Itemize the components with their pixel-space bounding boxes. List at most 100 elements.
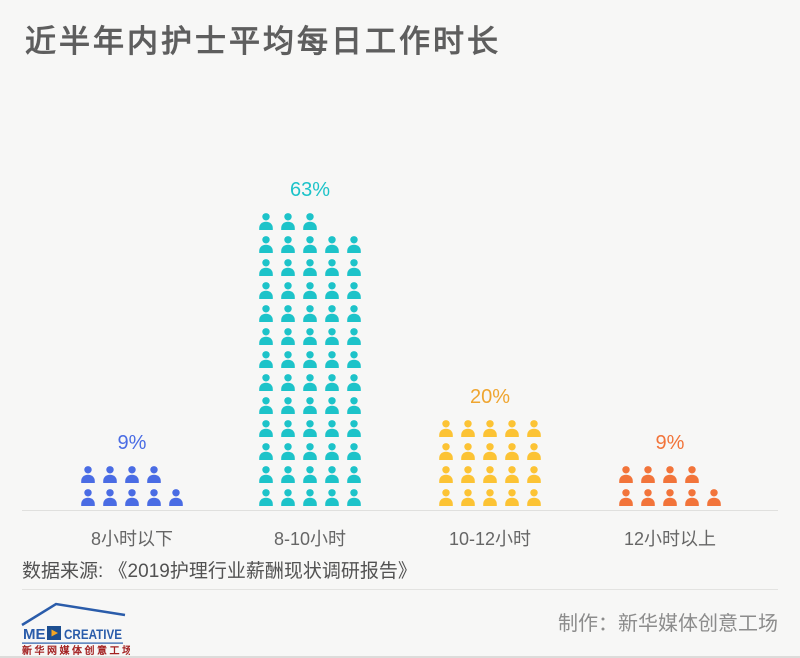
person-icon <box>259 305 273 322</box>
person-icon <box>325 420 339 437</box>
icon-row <box>258 213 362 230</box>
person-icon <box>303 397 317 414</box>
person-icon <box>325 397 339 414</box>
person-icon <box>483 466 497 483</box>
chart-group-under-8h: 9% <box>80 432 184 506</box>
category-label: 8小时以下 <box>90 529 173 549</box>
person-icon <box>439 420 453 437</box>
person-icon <box>663 489 677 506</box>
person-icon <box>505 420 519 437</box>
person-icon <box>281 351 295 368</box>
person-icon <box>259 489 273 506</box>
person-icon <box>259 466 273 483</box>
person-icon <box>347 351 361 368</box>
icon-row <box>258 397 362 414</box>
icon-grid <box>438 420 542 506</box>
person-icon <box>641 489 655 506</box>
icon-row <box>258 351 362 368</box>
person-icon <box>325 305 339 322</box>
icon-grid <box>80 466 184 506</box>
play-icon <box>51 629 58 637</box>
person-icon <box>347 443 361 460</box>
person-icon <box>147 489 161 506</box>
chart-group-over-12h: 9% <box>618 432 722 506</box>
person-icon <box>259 259 273 276</box>
person-icon <box>325 443 339 460</box>
icon-grid <box>258 213 362 506</box>
person-icon <box>281 397 295 414</box>
person-icon <box>303 259 317 276</box>
logo-text-prefix: ME <box>23 626 46 643</box>
person-icon <box>439 466 453 483</box>
person-icon <box>347 489 361 506</box>
percent-label: 63% <box>289 179 331 201</box>
icon-row <box>258 328 362 345</box>
person-icon <box>281 305 295 322</box>
person-icon <box>483 420 497 437</box>
person-icon <box>259 374 273 391</box>
person-icon <box>259 213 273 230</box>
logo-graphic: ME CREATIVE 新华网媒体创意工场 <box>21 602 132 656</box>
person-icon <box>527 466 541 483</box>
person-icon <box>169 489 183 506</box>
person-icon <box>685 489 699 506</box>
percent-label: 9% <box>117 432 147 454</box>
person-icon <box>103 466 117 483</box>
person-icon <box>259 397 273 414</box>
person-icon <box>527 420 541 437</box>
person-icon <box>303 420 317 437</box>
person-icon <box>347 305 361 322</box>
person-icon <box>259 420 273 437</box>
person-icon <box>325 351 339 368</box>
person-icon <box>325 282 339 299</box>
icon-row <box>618 466 722 483</box>
person-icon <box>281 374 295 391</box>
person-icon <box>505 443 519 460</box>
person-icon <box>303 466 317 483</box>
person-icon <box>81 489 95 506</box>
axis-baseline <box>22 510 778 511</box>
person-icon <box>259 443 273 460</box>
person-icon <box>347 374 361 391</box>
category-label: 8-10小时 <box>273 529 347 549</box>
person-icon <box>439 489 453 506</box>
logo-text-suffix: CREATIVE <box>64 627 122 642</box>
person-icon <box>483 443 497 460</box>
person-icon <box>281 443 295 460</box>
person-icon <box>347 328 361 345</box>
person-icon <box>303 374 317 391</box>
person-icon <box>347 282 361 299</box>
person-icon <box>259 236 273 253</box>
person-icon <box>259 282 273 299</box>
icon-row <box>438 489 542 506</box>
icon-row <box>80 489 184 506</box>
person-icon <box>303 328 317 345</box>
person-icon <box>347 466 361 483</box>
person-icon <box>527 443 541 460</box>
category-label: 12小时以上 <box>623 529 717 549</box>
icon-row <box>438 443 542 460</box>
person-icon <box>619 466 633 483</box>
person-icon <box>281 236 295 253</box>
person-icon <box>347 259 361 276</box>
person-icon <box>303 443 317 460</box>
roof-icon <box>21 602 126 627</box>
logo-underline <box>22 642 123 644</box>
med-creative-logo: ME CREATIVE 新华网媒体创意工场 <box>18 596 132 656</box>
person-icon <box>325 236 339 253</box>
chart-group-8-10h: 63% <box>258 179 362 506</box>
person-icon <box>347 420 361 437</box>
person-icon <box>281 213 295 230</box>
person-icon <box>707 489 721 506</box>
person-icon <box>325 259 339 276</box>
person-icon <box>125 466 139 483</box>
person-icon <box>303 282 317 299</box>
icon-row <box>258 236 362 253</box>
producer-credit: 制作：新华媒体创意工场 <box>558 613 778 635</box>
person-icon <box>281 489 295 506</box>
icon-grid <box>618 466 722 506</box>
percent-label: 20% <box>469 386 511 408</box>
icon-row <box>258 282 362 299</box>
icon-row <box>258 420 362 437</box>
